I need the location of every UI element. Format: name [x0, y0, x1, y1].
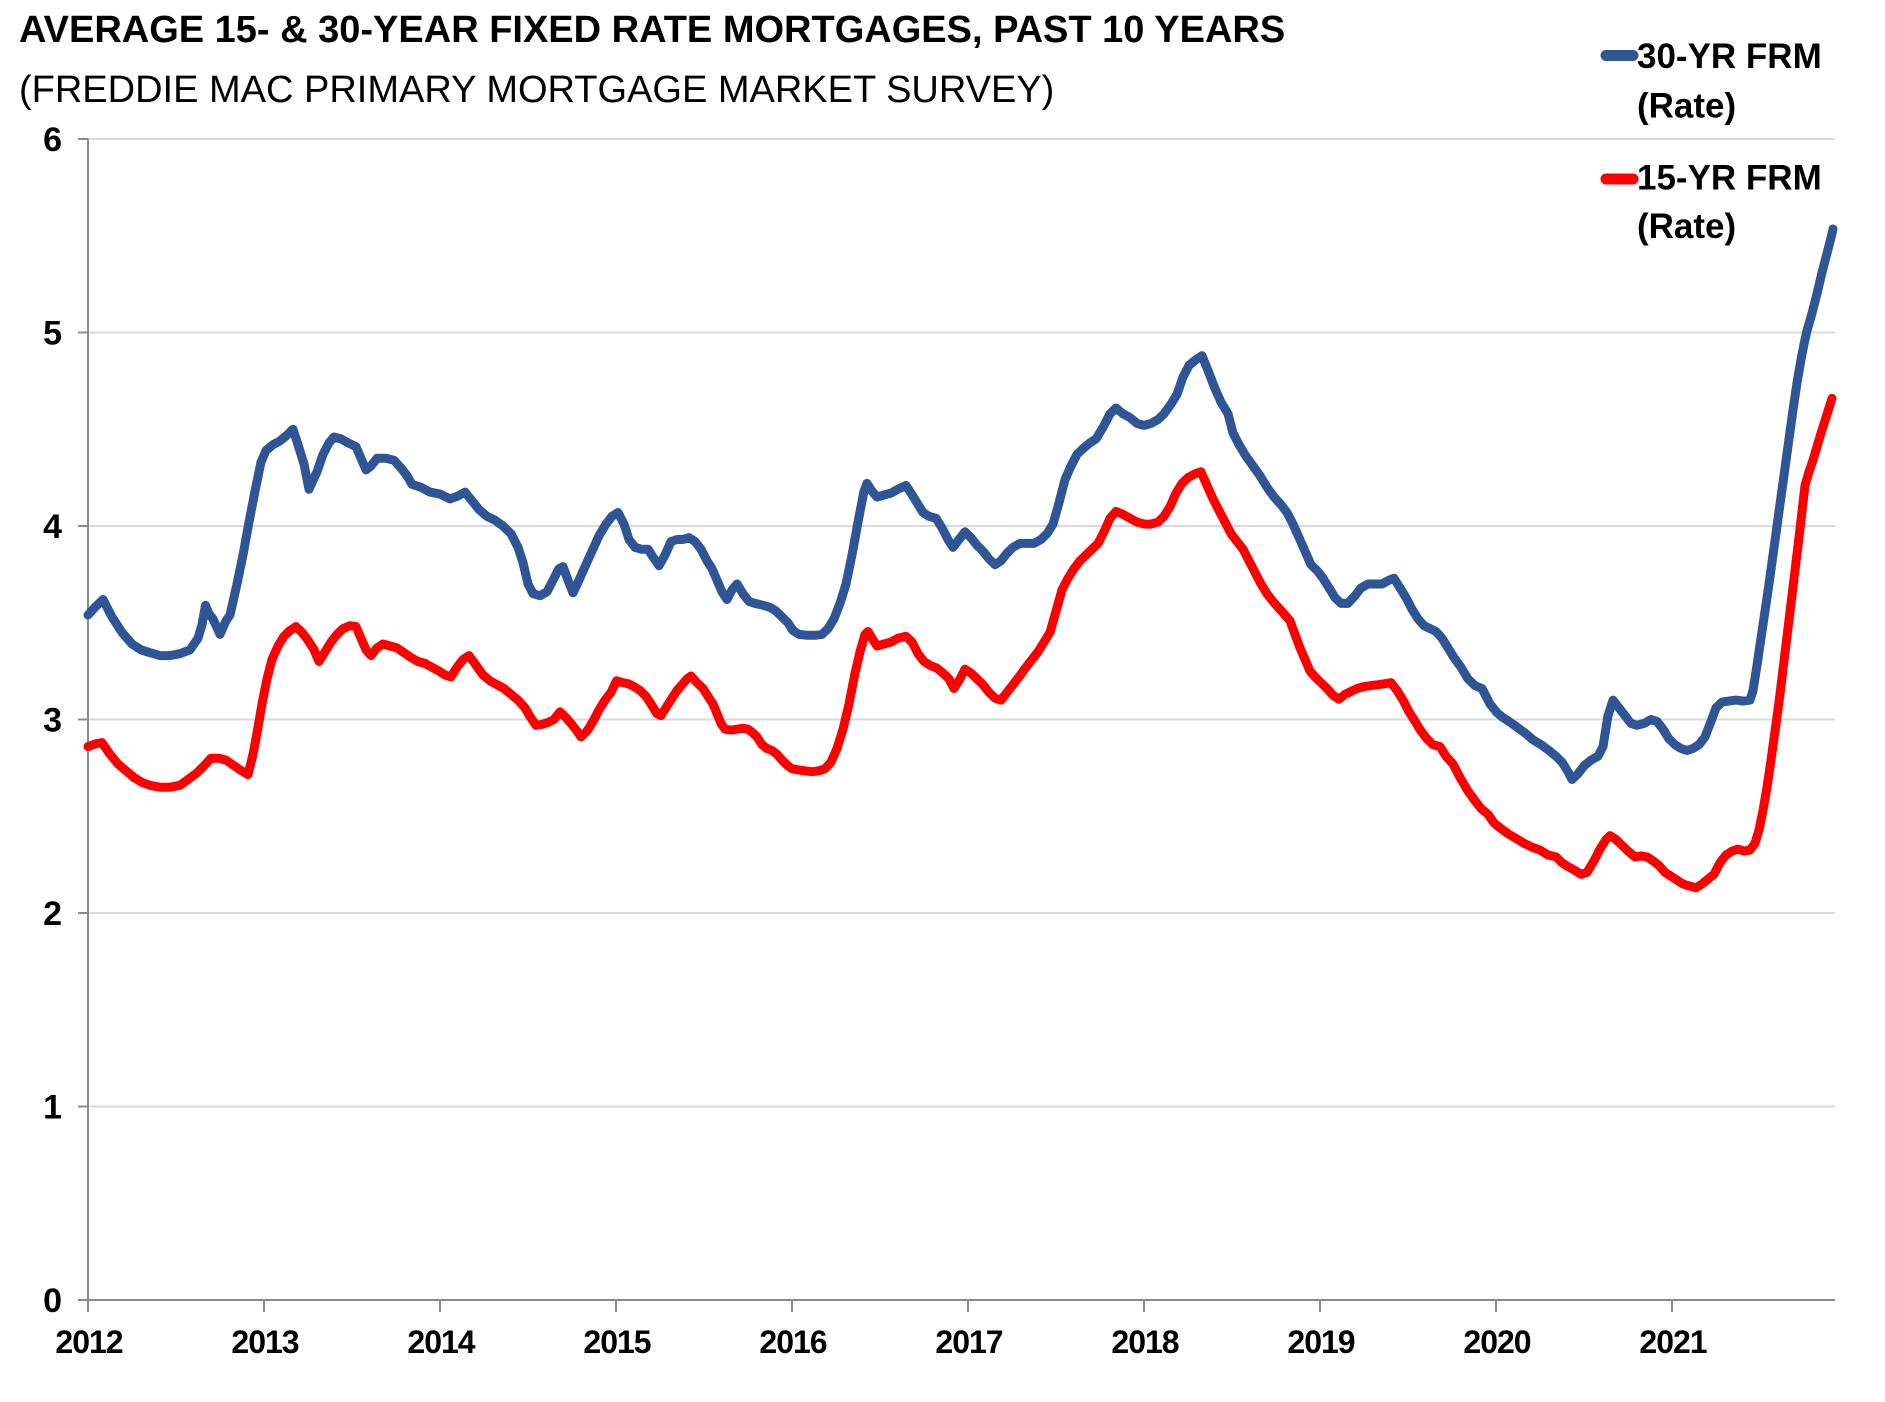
svg-text:2019: 2019 [1287, 1324, 1354, 1360]
svg-text:4: 4 [43, 508, 62, 546]
svg-text:5: 5 [43, 315, 62, 353]
svg-text:(FREDDIE MAC PRIMARY MORTGAGE: (FREDDIE MAC PRIMARY MORTGAGE MARKET SUR… [19, 69, 1054, 111]
svg-text:1: 1 [43, 1089, 62, 1127]
svg-text:2017: 2017 [935, 1324, 1002, 1360]
svg-text:2013: 2013 [231, 1324, 298, 1360]
svg-text:2014: 2014 [407, 1324, 475, 1360]
svg-text:3: 3 [43, 702, 62, 740]
svg-text:2015: 2015 [583, 1324, 650, 1360]
svg-text:0: 0 [43, 1282, 62, 1320]
svg-text:2020: 2020 [1463, 1324, 1530, 1360]
svg-text:2016: 2016 [759, 1324, 826, 1360]
svg-text:AVERAGE 15- & 30-YEAR FIXED RA: AVERAGE 15- & 30-YEAR FIXED RATE MORTGAG… [19, 9, 1285, 51]
svg-text:(Rate): (Rate) [1637, 87, 1736, 126]
svg-text:6: 6 [43, 121, 62, 159]
svg-text:2021: 2021 [1639, 1324, 1706, 1360]
svg-text:2012: 2012 [55, 1324, 122, 1360]
svg-text:2018: 2018 [1111, 1324, 1178, 1360]
svg-text:2: 2 [43, 895, 62, 933]
svg-text:(Rate): (Rate) [1637, 207, 1736, 246]
svg-text:15-YR FRM: 15-YR FRM [1637, 159, 1822, 198]
svg-text:30-YR FRM: 30-YR FRM [1637, 37, 1822, 76]
